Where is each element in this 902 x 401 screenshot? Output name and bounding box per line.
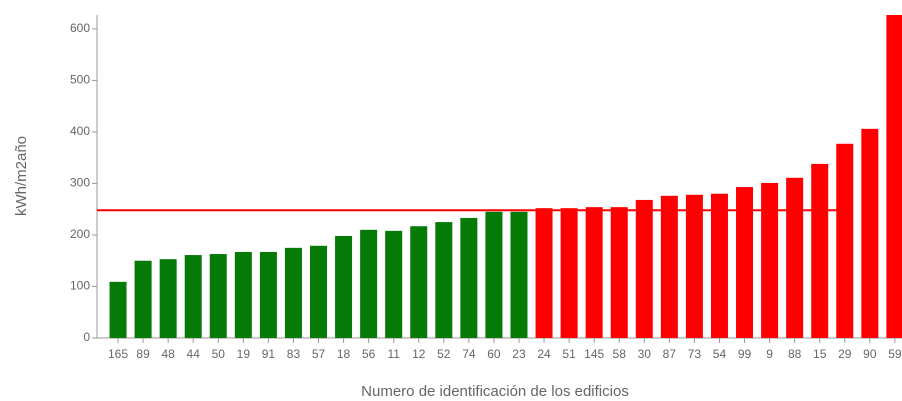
- x-tick-label: 51: [562, 347, 576, 361]
- bar: [660, 195, 678, 338]
- x-tick-label: 29: [838, 347, 852, 361]
- x-tick-label: 48: [161, 347, 175, 361]
- bar: [184, 255, 202, 338]
- y-tick-label: 100: [70, 279, 90, 293]
- x-tick-label: 54: [713, 347, 727, 361]
- x-tick-label: 99: [738, 347, 752, 361]
- x-tick-label: 88: [788, 347, 802, 361]
- bar: [335, 236, 353, 338]
- bar: [410, 226, 428, 338]
- bar: [685, 194, 703, 338]
- bar: [460, 217, 478, 338]
- y-tick-label: 500: [70, 73, 90, 87]
- x-tick-label: 60: [487, 347, 501, 361]
- x-tick-label: 9: [766, 347, 773, 361]
- x-tick-label: 74: [462, 347, 476, 361]
- x-tick-label: 52: [437, 347, 451, 361]
- bar: [710, 193, 728, 338]
- bar: [736, 187, 754, 338]
- y-tick-label: 600: [70, 21, 90, 35]
- x-tick-label: 18: [337, 347, 351, 361]
- bar: [560, 208, 578, 338]
- x-tick-label: 12: [412, 347, 426, 361]
- x-tick-label: 89: [136, 347, 150, 361]
- bar: [385, 230, 403, 338]
- bar: [134, 260, 152, 338]
- x-tick-label: 23: [512, 347, 526, 361]
- y-tick-label: 400: [70, 124, 90, 138]
- x-tick-label: 57: [312, 347, 326, 361]
- bar: [159, 259, 177, 338]
- bar: [209, 254, 227, 338]
- x-tick-label: 56: [362, 347, 376, 361]
- x-tick-label: 91: [262, 347, 276, 361]
- x-tick-label: 90: [863, 347, 877, 361]
- bar: [435, 222, 453, 338]
- bar: [310, 245, 328, 338]
- x-tick-label: 30: [638, 347, 652, 361]
- bar: [485, 211, 503, 338]
- x-tick-label: 165: [108, 347, 128, 361]
- x-tick-label: 83: [287, 347, 301, 361]
- x-tick-label: 50: [212, 347, 226, 361]
- y-tick-label: 0: [83, 330, 90, 344]
- bar: [585, 207, 603, 338]
- bar: [535, 208, 553, 338]
- x-tick-label: 19: [237, 347, 251, 361]
- bar: [886, 15, 902, 338]
- x-tick-label: 87: [663, 347, 677, 361]
- bar: [259, 251, 277, 338]
- bar: [861, 128, 879, 338]
- bar: [836, 143, 854, 338]
- bar: [610, 207, 628, 338]
- bar: [786, 177, 804, 338]
- x-axis-title: Numero de identificación de los edificio…: [361, 383, 629, 400]
- x-tick-label: 145: [584, 347, 604, 361]
- bar: [109, 281, 127, 338]
- x-tick-label: 24: [537, 347, 551, 361]
- y-tick-label: 200: [70, 227, 90, 241]
- x-tick-label: 11: [387, 347, 400, 361]
- x-tick-label: 44: [187, 347, 201, 361]
- x-tick-label: 73: [688, 347, 702, 361]
- y-tick-label: 300: [70, 176, 90, 190]
- bar: [635, 199, 653, 338]
- bar: [360, 229, 378, 338]
- y-axis-title: kWh/m2año: [13, 136, 30, 216]
- bar: [811, 163, 829, 338]
- bar: [761, 182, 779, 338]
- x-tick-label: 59: [888, 347, 902, 361]
- bar: [284, 247, 302, 338]
- bar: [510, 211, 528, 338]
- x-tick-label: 58: [613, 347, 627, 361]
- bar: [234, 251, 252, 338]
- x-tick-label: 15: [813, 347, 827, 361]
